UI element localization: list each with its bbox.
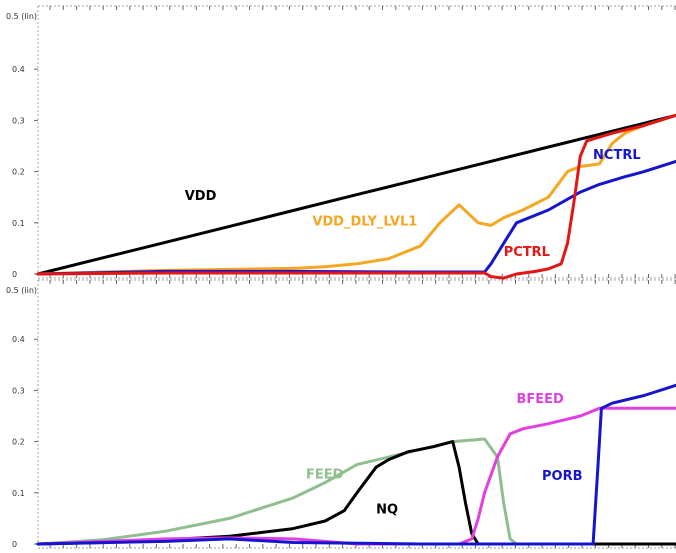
series-line-vdd [36, 113, 676, 276]
series-label-nq: NQ [376, 502, 398, 517]
y-tick-label: 0 [12, 270, 17, 279]
y-tick-label: 0.3 [12, 116, 25, 125]
series-label-vdd: VDD [185, 189, 217, 204]
series-line-bfeed [36, 406, 676, 546]
panel-1: 0.5 (lin) 0 0.1 0.2 0.3 0.4 VDD VDD_DLY_LVL1 NCT… [6, 5, 676, 280]
y-tick-label: 0.2 [12, 168, 25, 177]
y-tick-label: 0 [12, 540, 17, 549]
series-line-vdd-dly-lvl1 [36, 113, 676, 276]
y-tick-label: 0.4 [12, 335, 25, 344]
y-tick-label: 0.3 [12, 386, 25, 395]
series-label-feed: FEED [306, 467, 344, 482]
series-label-pctrl: PCTRL [504, 245, 550, 260]
y-tick-label: 0.1 [12, 219, 25, 228]
series-label-nctrl: NCTRL [593, 148, 641, 163]
scale-label: 0.5 (lin) [6, 12, 37, 21]
y-tick-label: 0.1 [12, 489, 25, 498]
panel-2: 0.5 (lin) 0 0.1 0.2 0.3 0.4 BFEED FEED NQ PORB [6, 279, 676, 549]
series-label-vdd-dly-lvl1: VDD_DLY_LVL1 [312, 214, 417, 229]
series-line-porb [36, 383, 676, 546]
y-tick-label: 0.4 [12, 65, 25, 74]
series-label-porb: PORB [542, 469, 583, 484]
series-line-nq [36, 440, 676, 546]
scale-label: 0.5 (lin) [6, 286, 37, 295]
series-line-pctrl [36, 113, 676, 280]
y-tick-label: 0.2 [12, 438, 25, 447]
series-label-bfeed: BFEED [517, 392, 565, 407]
